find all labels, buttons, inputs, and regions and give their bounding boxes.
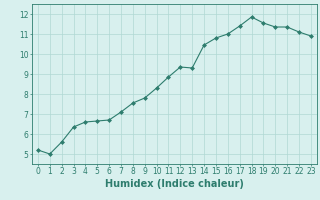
X-axis label: Humidex (Indice chaleur): Humidex (Indice chaleur)	[105, 179, 244, 189]
